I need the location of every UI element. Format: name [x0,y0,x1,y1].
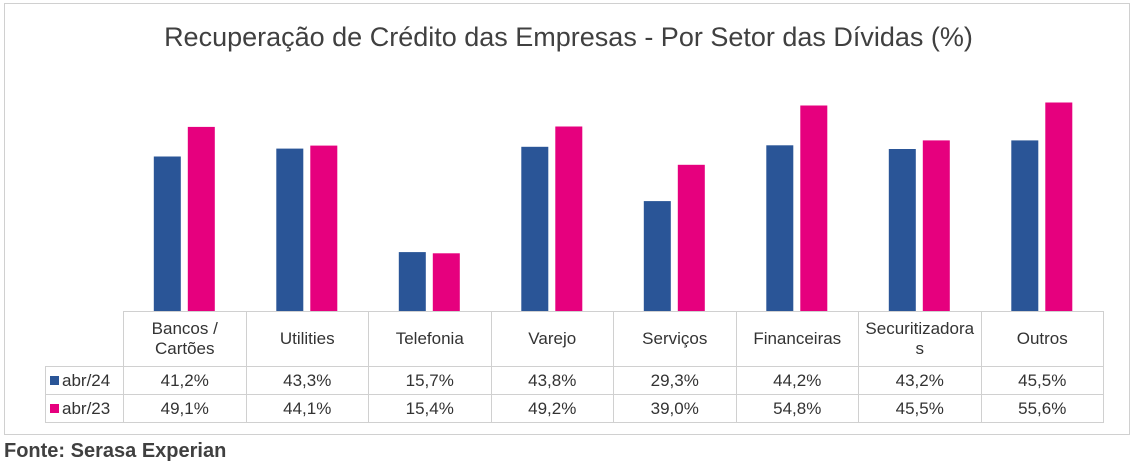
data-label: 49,2% [490,394,614,423]
data-label: 44,1% [245,394,369,423]
data-label: 15,7% [368,366,492,395]
legend-entry: abr/24 [45,366,124,395]
data-label: 43,2% [858,366,982,395]
series-row: abr/23 49,1% 44,1% 15,4% 49,2% 39,0% 54,8% 45,… [45,394,1104,423]
bar-abr-23-4 [555,126,583,311]
legend-entry: abr/23 [45,394,124,423]
data-label: 49,1% [123,394,247,423]
bar-plot-area [153,102,1073,312]
series-row: abr/24 41,2% 43,3% 15,7% 43,8% 29,3% 44,2% 43,… [45,366,1104,395]
bar-abr-23-5 [677,164,705,312]
bar-abr-23-6 [800,105,828,311]
data-label: 55,6% [980,394,1104,423]
data-label: 41,2% [123,366,247,395]
category-row: Bancos / Cartões Utilities Telefonia Varejo… [45,311,1104,367]
data-label: 54,8% [735,394,859,423]
bar-abr-24-6 [766,145,794,312]
data-table: Bancos / Cartões Utilities Telefonia Varejo… [45,311,1104,423]
legend-label: abr/24 [62,370,111,390]
category-label: Financeiras [735,311,859,367]
source-note: Fonte: Serasa Experian [4,440,227,462]
data-label: 45,5% [980,366,1104,395]
data-label: 43,3% [245,366,369,395]
data-label: 29,3% [613,366,737,395]
bar-abr-23-1 [187,126,215,312]
bar-abr-24-7 [888,149,916,311]
legend-swatch [50,375,59,385]
bar-abr-24-8 [1011,140,1039,311]
bar-abr-23-8 [1045,102,1073,311]
category-label: Telefonia [368,311,492,367]
bar-abr-24-1 [153,156,181,311]
bar-abr-24-5 [643,201,671,311]
bar-abr-23-7 [922,140,950,311]
data-label: 45,5% [858,394,982,423]
category-label: Securitizadora s [858,311,982,367]
chart-title: Recuperação de Crédito das Empresas - Po… [164,22,973,52]
category-label: Utilities [245,311,369,367]
table-corner [45,311,124,367]
category-label: Outros [980,311,1104,367]
category-label: Varejo [490,311,614,367]
bar-abr-24-2 [276,148,304,311]
category-label: Bancos / Cartões [123,311,247,367]
data-label: 15,4% [368,394,492,423]
data-label: 39,0% [613,394,737,423]
bar-abr-23-3 [432,253,460,312]
bar-abr-24-3 [398,252,426,311]
legend-swatch [50,403,59,413]
data-label: 44,2% [735,366,859,395]
bar-abr-24-4 [521,146,549,312]
bar-abr-23-2 [310,145,338,311]
category-label: Serviços [613,311,737,367]
data-label: 43,8% [490,366,614,395]
legend-label: abr/23 [62,398,111,418]
